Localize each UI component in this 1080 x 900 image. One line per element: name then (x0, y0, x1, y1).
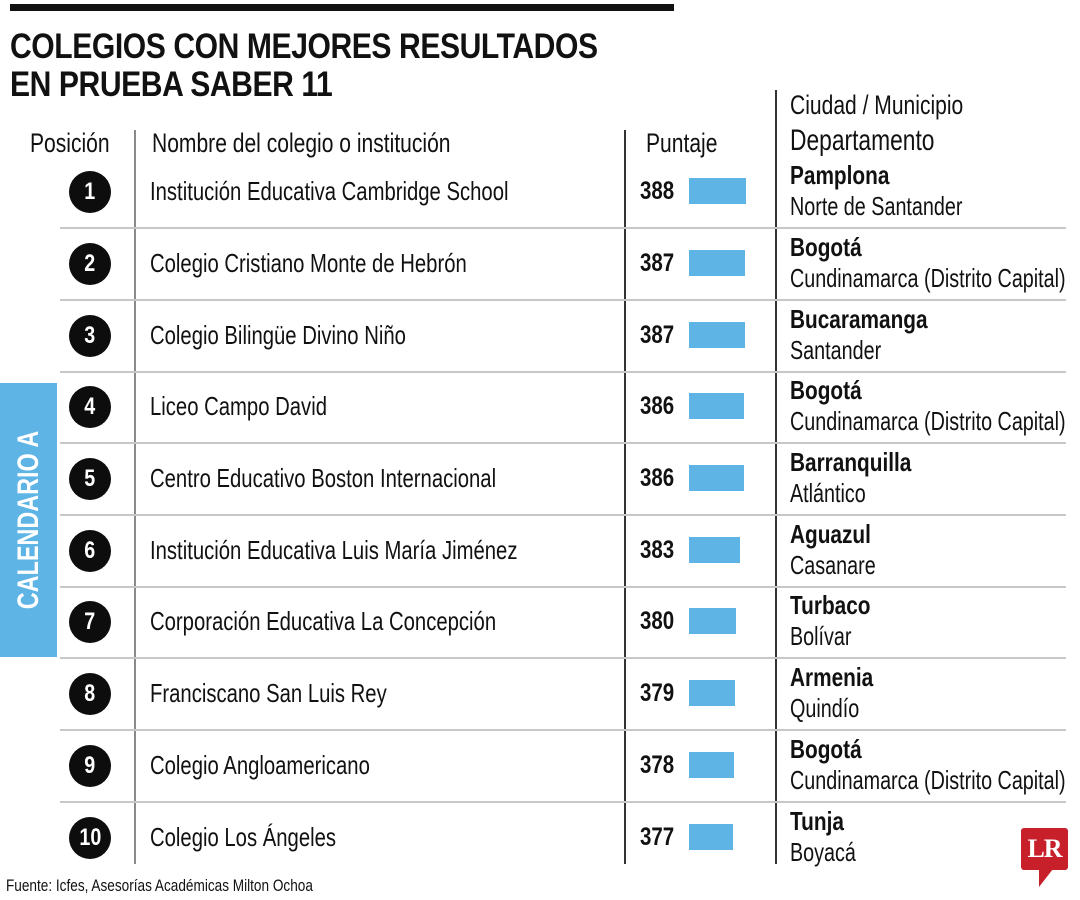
header-score: Puntaje (646, 128, 718, 158)
row-separator (60, 371, 1066, 373)
position-badge: 8 (69, 673, 111, 715)
department-name: Casanare (790, 550, 876, 580)
score-bar (689, 465, 744, 491)
city-name: Bucaramanga (790, 304, 928, 334)
score-bar (689, 608, 736, 634)
header-name: Nombre del colegio o institución (152, 128, 451, 158)
score-value: 386 (640, 392, 675, 420)
row-separator (60, 227, 1066, 229)
department-name: Norte de Santander (790, 191, 963, 221)
table-row: 9 Colegio Angloamericano 378 Bogotá Cund… (0, 730, 1080, 802)
header-position: Posición (30, 128, 110, 158)
position-badge: 7 (69, 601, 111, 643)
table-row: 4 Liceo Campo David 386 Bogotá Cundinama… (0, 371, 1080, 443)
header-city: Ciudad / Municipio (790, 90, 964, 120)
school-name: Institución Educativa Cambridge School (150, 176, 509, 206)
title-line-2: EN PRUEBA SABER 11 (10, 65, 333, 104)
city-name: Aguazul (790, 519, 871, 549)
score-value: 380 (640, 607, 675, 635)
school-name: Colegio Los Ángeles (150, 822, 337, 852)
table-row: 7 Corporación Educativa La Concepción 38… (0, 586, 1080, 658)
divider-name-column (134, 130, 136, 864)
row-separator (60, 442, 1066, 444)
position-badge: 10 (69, 817, 111, 859)
score-value: 387 (640, 321, 675, 349)
school-name: Liceo Campo David (150, 391, 327, 421)
score-bar (689, 537, 740, 563)
calendar-a-band: CALENDARIO A (0, 383, 57, 657)
department-name: Bolívar (790, 621, 852, 651)
department-name: Atlántico (790, 478, 866, 508)
page-title: COLEGIOS CON MEJORES RESULTADOS EN PRUEB… (10, 28, 598, 104)
score-value: 383 (640, 536, 675, 564)
score-bar (689, 322, 745, 348)
table-row: 6 Institución Educativa Luis María Jimén… (0, 515, 1080, 587)
position-badge: 4 (69, 386, 111, 428)
score-bar (689, 680, 735, 706)
department-name: Quindío (790, 693, 860, 723)
city-name: Bogotá (790, 734, 862, 764)
header-department: Departamento (790, 124, 935, 157)
position-badge: 6 (69, 530, 111, 572)
city-name: Turbaco (790, 590, 871, 620)
department-name: Boyacá (790, 837, 856, 867)
department-name: Cundinamarca (Distrito Capital) (790, 765, 1066, 795)
score-bar (689, 752, 734, 778)
score-value: 388 (640, 177, 675, 205)
top-rule (10, 4, 674, 11)
row-separator (60, 586, 1066, 588)
score-bar (689, 250, 745, 276)
city-name: Barranquilla (790, 447, 912, 477)
score-value: 379 (640, 679, 675, 707)
table-row: 3 Colegio Bilingüe Divino Niño 387 Bucar… (0, 300, 1080, 372)
row-separator (60, 801, 1066, 803)
table-row: 5 Centro Educativo Boston Internacional … (0, 443, 1080, 515)
city-name: Pamplona (790, 160, 890, 190)
city-name: Tunja (790, 806, 844, 836)
row-separator (60, 729, 1066, 731)
school-name: Colegio Angloamericano (150, 750, 370, 780)
position-badge: 5 (69, 458, 111, 500)
school-name: Colegio Cristiano Monte de Hebrón (150, 248, 467, 278)
school-name: Colegio Bilingüe Divino Niño (150, 320, 406, 350)
school-name: Institución Educativa Luis María Jiménez (150, 535, 518, 565)
row-separator (60, 514, 1066, 516)
position-badge: 2 (69, 243, 111, 285)
row-separator (60, 657, 1066, 659)
divider-score-column (624, 130, 626, 864)
score-value: 378 (640, 751, 675, 779)
score-bar (689, 178, 746, 204)
divider-location-column (775, 90, 777, 864)
school-name: Corporación Educativa La Concepción (150, 606, 497, 636)
table-row: 8 Franciscano San Luis Rey 379 Armenia Q… (0, 658, 1080, 730)
row-separator (60, 299, 1066, 301)
score-bar (689, 393, 744, 419)
department-name: Cundinamarca (Distrito Capital) (790, 263, 1066, 293)
department-name: Cundinamarca (Distrito Capital) (790, 406, 1066, 436)
title-line-1: COLEGIOS CON MEJORES RESULTADOS (10, 27, 598, 66)
score-value: 386 (640, 464, 675, 492)
school-name: Centro Educativo Boston Internacional (150, 463, 497, 493)
position-badge: 1 (69, 171, 111, 213)
lr-logo-tail (1039, 869, 1053, 887)
position-badge: 3 (69, 315, 111, 357)
score-bar (689, 824, 733, 850)
city-name: Armenia (790, 662, 874, 692)
score-value: 387 (640, 249, 675, 277)
table-row: 2 Colegio Cristiano Monte de Hebrón 387 … (0, 228, 1080, 300)
school-name: Franciscano San Luis Rey (150, 678, 387, 708)
lr-logo-icon: LR (1021, 828, 1068, 870)
score-value: 377 (640, 823, 675, 851)
city-name: Bogotá (790, 375, 862, 405)
source-note: Fuente: Icfes, Asesorías Académicas Milt… (6, 876, 313, 895)
department-name: Santander (790, 335, 882, 365)
table-row: 10 Colegio Los Ángeles 377 Tunja Boyacá (0, 802, 1080, 874)
table-row: 1 Institución Educativa Cambridge School… (0, 156, 1080, 228)
city-name: Bogotá (790, 232, 862, 262)
position-badge: 9 (69, 745, 111, 787)
